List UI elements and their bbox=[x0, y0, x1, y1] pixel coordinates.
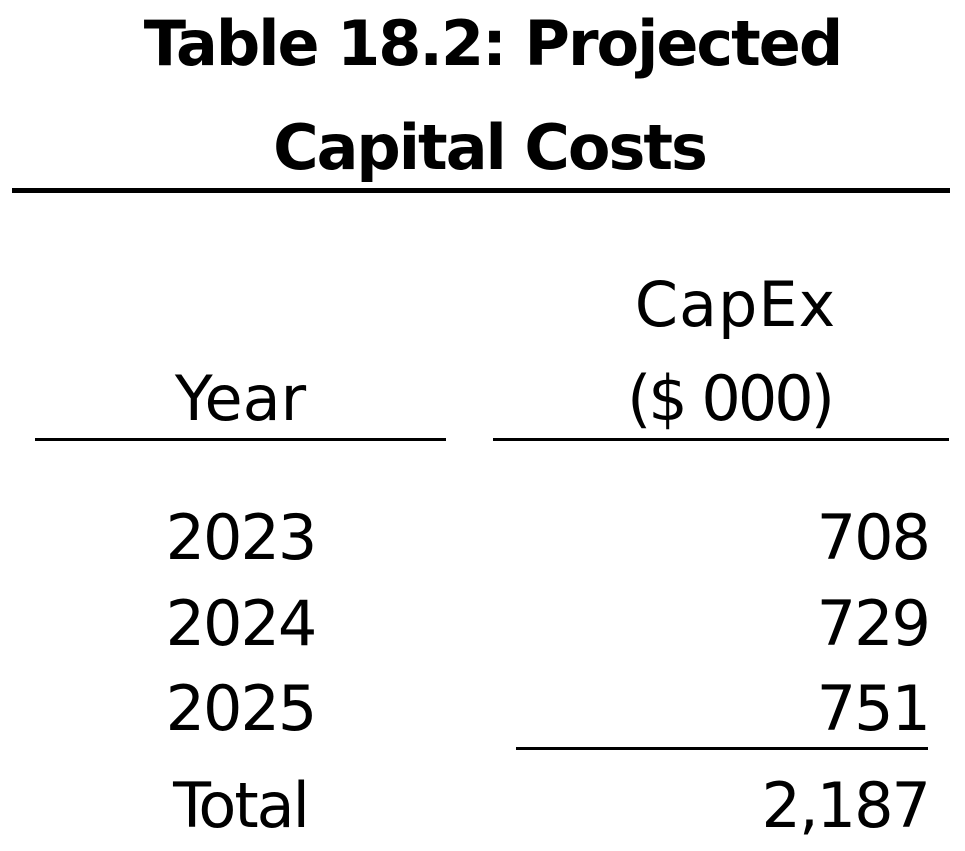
table-title-line-1: Table 18.2: Projected bbox=[143, 7, 844, 80]
subtotal-rule bbox=[516, 747, 928, 750]
table-title-line-2: Capital Costs bbox=[273, 111, 708, 184]
year-cell: 2025 bbox=[165, 672, 318, 745]
capex-column-header-line-2: ($ 000) bbox=[627, 362, 835, 435]
year-cell: 2023 bbox=[165, 501, 318, 574]
capex-cell: 751 bbox=[816, 672, 931, 745]
total-label: Total bbox=[173, 769, 310, 842]
total-capex-cell: 2,187 bbox=[761, 769, 932, 842]
year-cell: 2024 bbox=[165, 587, 318, 660]
year-header-rule bbox=[35, 438, 446, 441]
capex-header-rule bbox=[493, 438, 949, 441]
capex-cell: 708 bbox=[816, 501, 931, 574]
capex-cell: 729 bbox=[816, 587, 931, 660]
year-column-header: Year bbox=[174, 362, 307, 435]
capex-column-header-line-1: CapEx bbox=[634, 268, 837, 341]
title-underline-rule bbox=[12, 188, 950, 193]
